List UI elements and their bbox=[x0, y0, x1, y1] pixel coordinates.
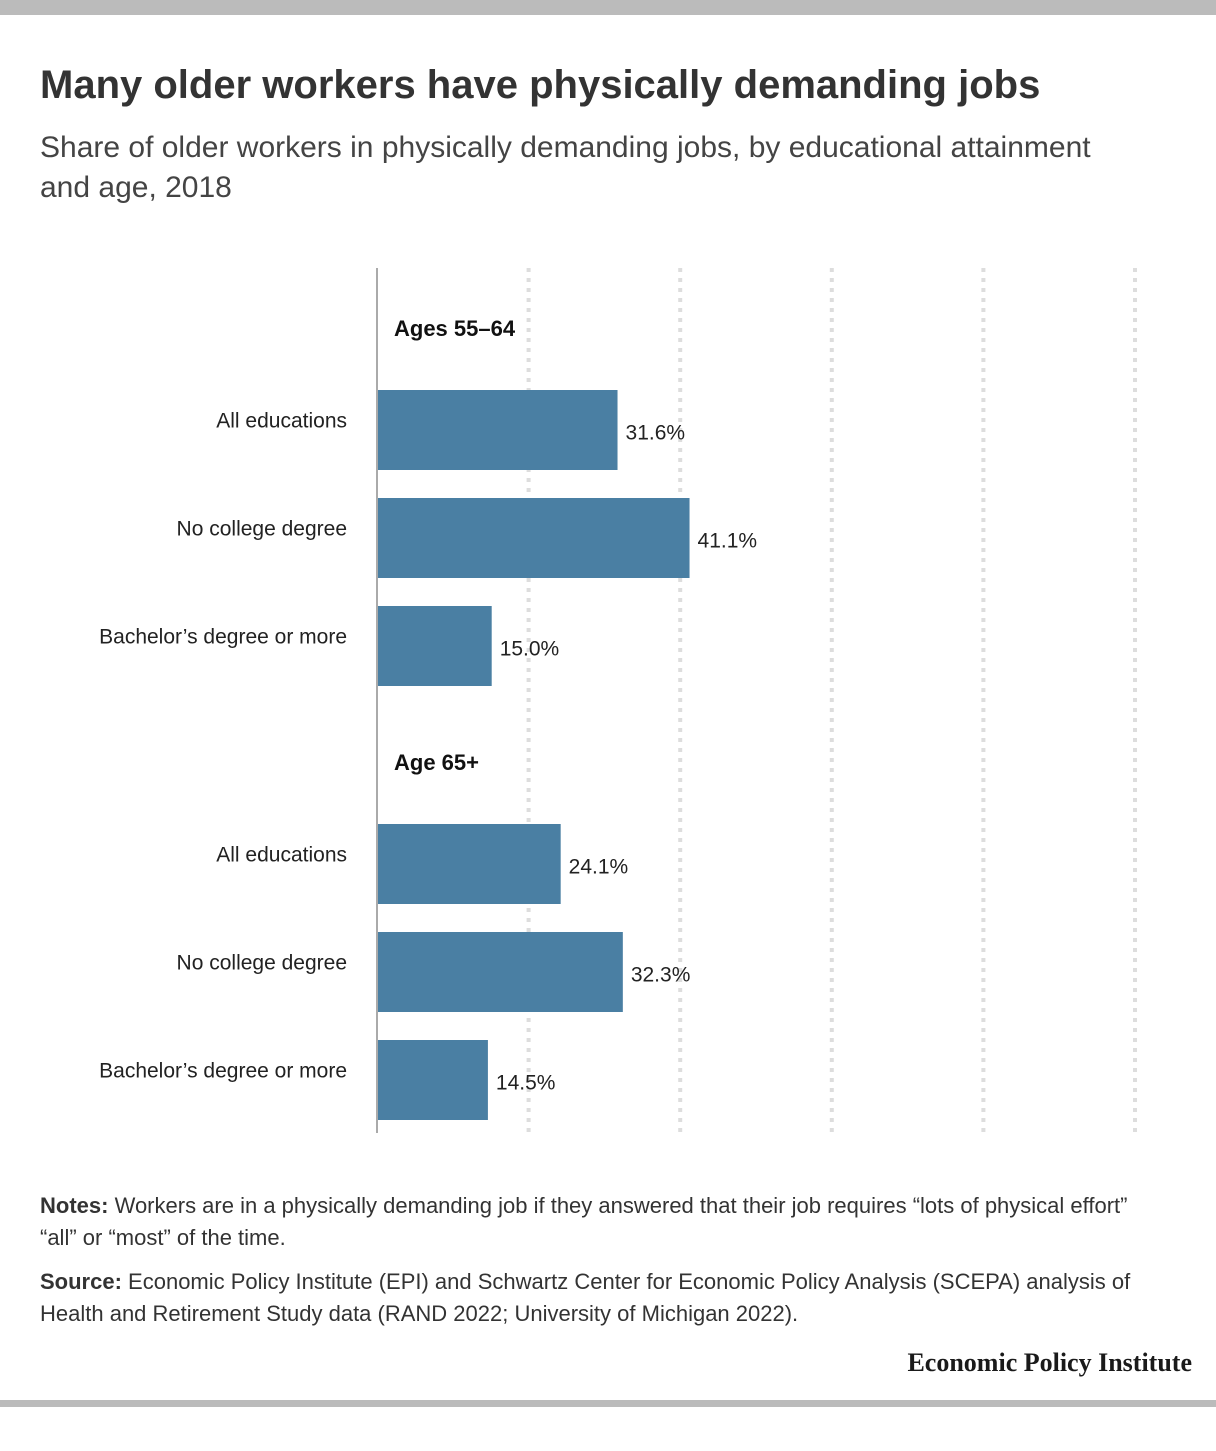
notes-text: Workers are in a physically demanding jo… bbox=[40, 1193, 1128, 1250]
top-border bbox=[0, 0, 1216, 15]
chart-title: Many older workers have physically deman… bbox=[40, 63, 1041, 107]
chart-subtitle: Share of older workers in physically dem… bbox=[40, 131, 1091, 204]
notes-block: Notes: Workers are in a physically deman… bbox=[40, 1190, 1160, 1342]
value-label: 15.0% bbox=[500, 638, 560, 661]
bar bbox=[378, 932, 623, 1012]
value-label: 32.3% bbox=[631, 964, 691, 987]
source-label: Source: bbox=[40, 1269, 122, 1294]
value-label: 41.1% bbox=[698, 530, 758, 553]
bottom-border bbox=[0, 1400, 1216, 1407]
category-label: No college degree bbox=[177, 518, 347, 541]
category-label: Bachelor’s degree or more bbox=[99, 626, 347, 649]
bar bbox=[378, 606, 492, 686]
category-label: All educations bbox=[216, 844, 347, 867]
bar-chart: Ages 55–64 All educations 31.6% No college … bbox=[99, 268, 1137, 1133]
category-label: All educations bbox=[216, 410, 347, 433]
bars bbox=[378, 390, 690, 1120]
source-text: Economic Policy Institute (EPI) and Schw… bbox=[40, 1269, 1131, 1326]
value-label: 14.5% bbox=[496, 1072, 556, 1095]
notes-label: Notes: bbox=[40, 1193, 109, 1218]
bar bbox=[378, 498, 690, 578]
group-title: Age 65+ bbox=[394, 750, 479, 775]
group-title: Ages 55–64 bbox=[394, 316, 516, 341]
category-label: Bachelor’s degree or more bbox=[99, 1060, 347, 1083]
bar bbox=[378, 1040, 488, 1120]
bar bbox=[378, 824, 561, 904]
bar bbox=[378, 390, 618, 470]
brand-logo-text: Economic Policy Institute bbox=[907, 1348, 1192, 1377]
value-label: 24.1% bbox=[569, 856, 629, 879]
notes-paragraph: Notes: Workers are in a physically deman… bbox=[40, 1190, 1160, 1254]
source-paragraph: Source: Economic Policy Institute (EPI) … bbox=[40, 1266, 1160, 1330]
category-label: No college degree bbox=[177, 952, 347, 975]
labels: Ages 55–64 All educations 31.6% No college … bbox=[99, 316, 757, 1095]
value-label: 31.6% bbox=[626, 422, 686, 445]
